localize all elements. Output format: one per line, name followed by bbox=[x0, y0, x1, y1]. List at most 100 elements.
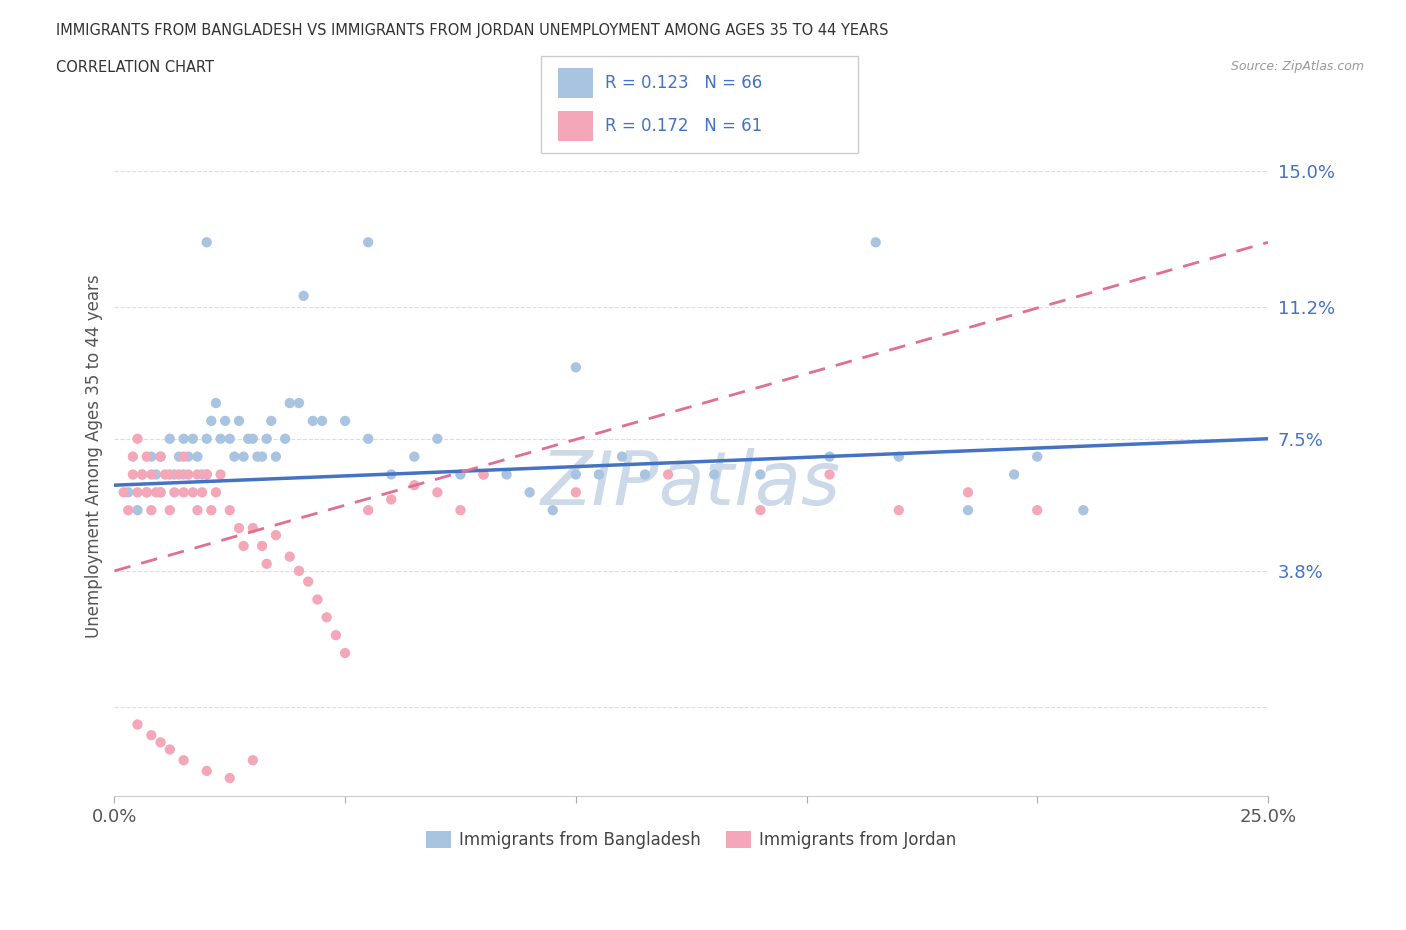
Point bbox=[195, 467, 218, 482]
Point bbox=[186, 449, 208, 464]
Point bbox=[214, 414, 236, 429]
Point bbox=[333, 645, 356, 660]
Point bbox=[141, 467, 163, 482]
Point bbox=[205, 485, 228, 499]
Point bbox=[149, 485, 172, 499]
Point bbox=[238, 432, 260, 446]
Point bbox=[818, 449, 841, 464]
Point bbox=[149, 449, 172, 464]
Point bbox=[301, 414, 323, 429]
Point bbox=[1073, 503, 1095, 518]
Point bbox=[122, 467, 145, 482]
Point bbox=[218, 432, 240, 446]
Point bbox=[195, 235, 218, 250]
Point bbox=[1002, 467, 1025, 482]
Point bbox=[250, 538, 273, 553]
Point bbox=[956, 485, 979, 499]
Point bbox=[288, 395, 311, 410]
Point bbox=[541, 503, 564, 518]
Point bbox=[209, 467, 232, 482]
Point bbox=[145, 467, 167, 482]
Point bbox=[278, 395, 301, 410]
Point bbox=[173, 485, 195, 499]
Text: R = 0.123   N = 66: R = 0.123 N = 66 bbox=[605, 74, 762, 92]
Point bbox=[181, 432, 204, 446]
Point bbox=[191, 485, 214, 499]
Text: Source: ZipAtlas.com: Source: ZipAtlas.com bbox=[1230, 60, 1364, 73]
Point bbox=[887, 449, 910, 464]
Point bbox=[565, 360, 588, 375]
Point bbox=[218, 771, 240, 786]
Point bbox=[357, 503, 380, 518]
Point bbox=[159, 503, 181, 518]
Point bbox=[274, 432, 297, 446]
Point bbox=[218, 503, 240, 518]
Point bbox=[153, 467, 176, 482]
Point bbox=[177, 449, 200, 464]
Point bbox=[173, 752, 195, 767]
Point bbox=[256, 432, 278, 446]
Point bbox=[149, 735, 172, 750]
Point bbox=[449, 503, 471, 518]
Point bbox=[242, 521, 264, 536]
Point bbox=[357, 235, 380, 250]
Point bbox=[173, 432, 195, 446]
Point bbox=[195, 764, 218, 778]
Point bbox=[634, 467, 657, 482]
Point bbox=[380, 467, 402, 482]
Text: ZIPatlas: ZIPatlas bbox=[541, 447, 841, 520]
Point bbox=[288, 564, 311, 578]
Point bbox=[256, 556, 278, 571]
Point bbox=[186, 467, 208, 482]
Point bbox=[426, 432, 449, 446]
Point bbox=[260, 414, 283, 429]
Point bbox=[232, 538, 254, 553]
Point bbox=[242, 432, 264, 446]
Point bbox=[325, 628, 347, 643]
Point bbox=[163, 485, 186, 499]
Point bbox=[404, 478, 426, 493]
Text: CORRELATION CHART: CORRELATION CHART bbox=[56, 60, 214, 75]
Point bbox=[117, 485, 139, 499]
Point bbox=[163, 467, 186, 482]
Legend: Immigrants from Bangladesh, Immigrants from Jordan: Immigrants from Bangladesh, Immigrants f… bbox=[419, 824, 963, 856]
Point bbox=[1026, 503, 1049, 518]
Point bbox=[887, 503, 910, 518]
Point bbox=[159, 467, 181, 482]
Point bbox=[264, 449, 287, 464]
Point bbox=[956, 503, 979, 518]
Point bbox=[250, 449, 273, 464]
Point bbox=[122, 449, 145, 464]
Point bbox=[749, 467, 772, 482]
Point bbox=[315, 610, 337, 625]
Point bbox=[749, 503, 772, 518]
Point bbox=[127, 432, 149, 446]
Point bbox=[127, 485, 149, 499]
Point bbox=[149, 449, 172, 464]
Point bbox=[205, 395, 228, 410]
Point bbox=[131, 467, 153, 482]
Point bbox=[703, 467, 725, 482]
Point bbox=[224, 449, 246, 464]
Point bbox=[818, 467, 841, 482]
Point bbox=[449, 467, 471, 482]
Point bbox=[131, 467, 153, 482]
Point bbox=[242, 752, 264, 767]
Point bbox=[127, 503, 149, 518]
Point bbox=[588, 467, 610, 482]
Point bbox=[141, 503, 163, 518]
Point bbox=[565, 485, 588, 499]
Point bbox=[865, 235, 887, 250]
Point bbox=[145, 485, 167, 499]
Point bbox=[191, 467, 214, 482]
Point bbox=[292, 288, 315, 303]
Point bbox=[565, 467, 588, 482]
Point bbox=[149, 485, 172, 499]
Point bbox=[117, 503, 139, 518]
Point bbox=[472, 467, 495, 482]
Point bbox=[333, 414, 356, 429]
Point bbox=[209, 432, 232, 446]
Point bbox=[159, 432, 181, 446]
Point bbox=[246, 449, 269, 464]
Point bbox=[195, 467, 218, 482]
